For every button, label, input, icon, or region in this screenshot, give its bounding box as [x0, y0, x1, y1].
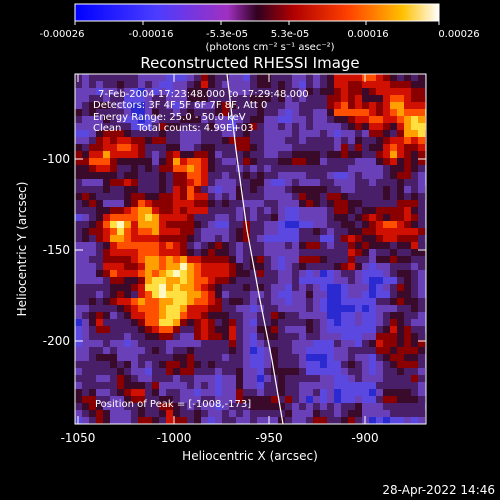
info-clean-counts: Clean Total counts: 4.99E+03 [93, 123, 253, 134]
y-tick-label-0: -100 [43, 152, 70, 166]
x-axis-label: Heliocentric X (arcsec) [182, 449, 318, 463]
x-tick-label-1: -1000 [157, 431, 192, 445]
plot-title: Reconstructed RHESSI Image [140, 54, 359, 72]
y-axis-label: Heliocentric Y (arcsec) [15, 182, 29, 317]
info-peak-position: Position of Peak = [-1008,-173] [95, 399, 251, 410]
footer-timestamp: 28-Apr-2022 14:46 [382, 483, 495, 497]
colorbar-tick-3: 5.3e-05 [271, 29, 309, 40]
y-tick-label-1: -150 [43, 243, 70, 257]
info-energy-range: Energy Range: 25.0 - 50.0 keV [93, 112, 246, 123]
x-tick-label-0: -1050 [61, 431, 96, 445]
colorbar-tick-4: 0.00016 [347, 29, 388, 40]
x-tick-label-3: -900 [351, 431, 378, 445]
solar-limb-line [226, 74, 284, 424]
colorbar-tick-marks [74, 21, 440, 25]
colorbar-tick-0: -0.00026 [40, 29, 85, 40]
y-tick-label-2: -200 [43, 334, 70, 348]
x-axis-ticks [77, 74, 366, 424]
colorbar [74, 3, 440, 22]
colorbar-unit-label: (photons cm⁻² s⁻¹ asec⁻²) [205, 42, 334, 53]
info-detectors: Detectors: 3F 4F 5F 6F 7F 8F, Att 0 [93, 100, 267, 111]
colorbar-tick-5: 0.00026 [438, 29, 479, 40]
plot-frame [74, 73, 427, 425]
colorbar-tick-1: -0.00016 [129, 29, 174, 40]
x-tick-label-2: -950 [255, 431, 282, 445]
colorbar-tick-2: -5.3e-05 [206, 29, 248, 40]
y-axis-ticks [75, 158, 426, 342]
info-time-range: 7-Feb-2004 17:23:48.000 to 17:29:48.000 [98, 89, 309, 100]
